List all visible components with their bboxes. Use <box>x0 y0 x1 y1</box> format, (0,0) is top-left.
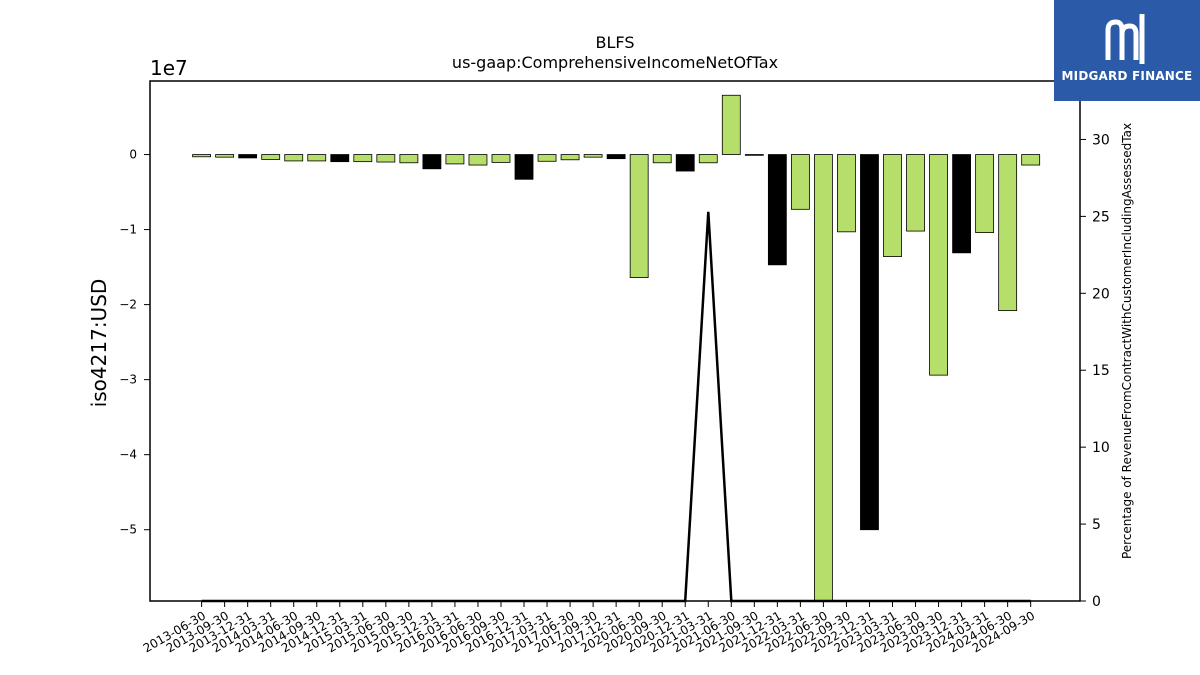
bar-2016-09-30 <box>491 154 511 163</box>
midgard-logo: MIDGARD FINANCE <box>1054 0 1200 101</box>
bar-2021-06-30 <box>721 94 741 155</box>
bar-2023-09-30 <box>929 154 948 376</box>
y2-tick-label: 30 <box>1092 132 1110 148</box>
y-offset-label: 1e7 <box>150 56 188 80</box>
y-axis-label: iso4217:USD <box>87 279 111 408</box>
bar-2022-06-30 <box>814 154 833 602</box>
y2-axis-label: Percentage of RevenueFromContractWithCus… <box>1120 123 1134 559</box>
bar-2014-12-31 <box>330 154 350 163</box>
y-tick-label: −4 <box>119 448 137 462</box>
y2-axis-ticks: 0 5 10 15 20 25 30 <box>1080 132 1110 610</box>
y2-tick-label: 20 <box>1092 286 1110 302</box>
y-tick-label: 0 <box>129 148 137 162</box>
bar-2020-06-30 <box>629 154 649 278</box>
bar-2014-06-30 <box>284 154 304 162</box>
bar-2023-06-30 <box>906 154 925 232</box>
bar-2016-03-31 <box>445 154 465 165</box>
bar-2013-09-30 <box>215 154 235 158</box>
line-layer <box>201 211 1031 603</box>
bar-2020-09-30 <box>652 154 672 164</box>
plot-frame <box>149 80 1081 602</box>
bar-2017-03-31 <box>537 154 557 162</box>
y-tick-label: −2 <box>119 298 137 312</box>
bar-2015-06-30 <box>376 154 396 163</box>
midgard-logo-icon <box>1105 14 1145 64</box>
bar-2013-12-31 <box>238 154 258 159</box>
bar-2014-03-31 <box>261 154 281 160</box>
bar-2024-06-30 <box>998 154 1018 312</box>
bar-2024-03-31 <box>975 154 995 233</box>
y2-tick-label: 0 <box>1092 594 1101 610</box>
logo-text: MIDGARD FINANCE <box>1061 69 1193 83</box>
bar-2022-09-30 <box>837 154 856 233</box>
y-tick-label: −3 <box>119 373 137 387</box>
y2-tick-label: 25 <box>1092 209 1110 225</box>
y-tick-label: −5 <box>119 523 137 537</box>
bar-2021-12-31 <box>767 154 787 266</box>
bars-layer <box>192 94 1041 602</box>
percentage-line <box>201 211 1031 603</box>
bar-2016-06-30 <box>468 154 488 166</box>
bar-2015-12-31 <box>422 154 442 170</box>
bar-2021-03-31 <box>698 154 718 164</box>
chart-title: BLFS <box>596 33 635 52</box>
y2-tick-label: 5 <box>1092 517 1101 533</box>
bar-2020-12-31 <box>675 154 695 172</box>
y-tick-label: −1 <box>119 223 137 237</box>
bar-2015-09-30 <box>399 154 419 164</box>
x-axis-ticks: 2013-06-302013-09-302013-12-312014-03-31… <box>141 601 1037 655</box>
y-axis-ticks: 0 −1 −2 −3 −4 −5 <box>119 148 150 537</box>
bar-2017-09-30 <box>583 154 603 158</box>
bar-2017-12-31 <box>606 154 626 160</box>
bar-2013-06-30 <box>192 154 212 158</box>
bar-2014-09-30 <box>307 154 327 162</box>
bar-2022-12-31 <box>860 154 879 531</box>
bar-2015-03-31 <box>353 154 373 163</box>
y2-tick-label: 10 <box>1092 440 1110 456</box>
chart-subtitle: us-gaap:ComprehensiveIncomeNetOfTax <box>452 53 778 72</box>
bar-2022-03-31 <box>790 154 810 210</box>
bar-2017-06-30 <box>560 154 580 161</box>
bar-2016-12-31 <box>514 154 534 180</box>
bar-2024-09-30 <box>1021 154 1041 166</box>
bar-2021-09-30 <box>744 154 764 156</box>
bar-2023-12-31 <box>952 154 971 254</box>
y2-tick-label: 15 <box>1092 363 1110 379</box>
bar-2023-03-31 <box>883 154 902 257</box>
